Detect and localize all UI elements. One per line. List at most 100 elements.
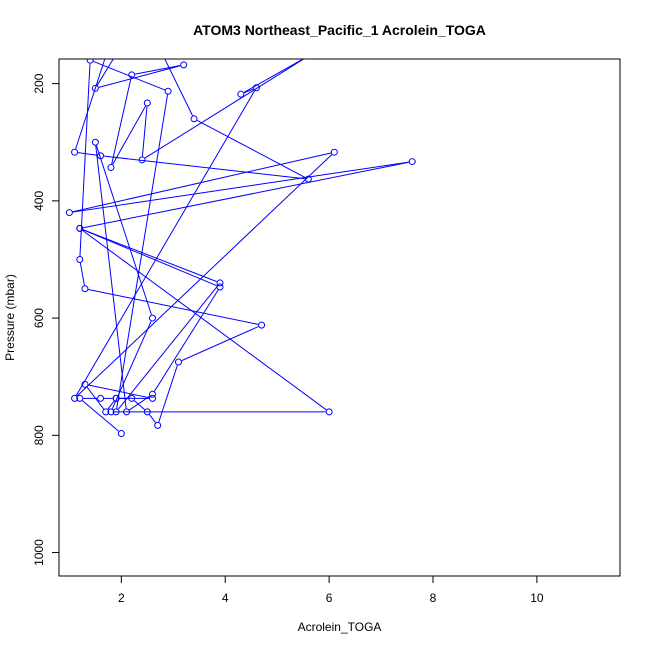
series-segment [82, 230, 327, 411]
data-point [190, 115, 198, 123]
data-point [325, 408, 333, 416]
y-tick-label: 600 [32, 308, 46, 328]
series-segment [135, 65, 181, 75]
data-point [107, 408, 115, 416]
data-point [112, 408, 120, 416]
series-segment [76, 154, 333, 397]
series-segment [82, 229, 217, 283]
data-point [149, 394, 156, 402]
series-segment [243, 88, 254, 94]
series-segment [141, 106, 148, 157]
data-point [216, 283, 224, 291]
data-point [65, 209, 73, 217]
data-point [149, 390, 156, 398]
data-point [103, 59, 108, 60]
series-segment [103, 155, 305, 180]
data-point [149, 314, 156, 322]
series-segment [116, 94, 169, 409]
data-point [71, 394, 79, 402]
data-point [76, 394, 84, 402]
plot-frame [58, 58, 621, 577]
x-axis-label: Acrolein_TOGA [298, 620, 382, 634]
series-segment [119, 36, 149, 53]
data-point [143, 408, 151, 416]
series-segment [181, 326, 259, 362]
data-point [408, 158, 416, 166]
data-point [252, 84, 260, 92]
data-point [71, 148, 79, 156]
series-segment [88, 384, 150, 399]
y-tick-label: 400 [32, 191, 46, 211]
series-segment [95, 145, 127, 409]
data-point [76, 255, 84, 263]
y-tick-label: 200 [32, 73, 46, 93]
data-point [180, 61, 188, 69]
series-segment [196, 119, 306, 178]
x-tick-label: 4 [222, 591, 229, 605]
series-segment [75, 59, 106, 150]
data-point [143, 99, 151, 107]
series-segment [75, 90, 256, 396]
y-tick-label: 800 [32, 425, 46, 445]
series-segment [134, 400, 145, 410]
data-point [107, 163, 115, 171]
data-point [97, 394, 105, 402]
series-segment [153, 289, 219, 392]
x-axis: 2 4 6 8 10 [118, 576, 544, 605]
y-axis-label: Pressure (mbar) [3, 274, 17, 361]
series-segment [83, 161, 409, 229]
series-segment [79, 262, 85, 286]
y-axis: 200 400 600 800 1000 [32, 73, 59, 566]
data-point [258, 321, 266, 329]
data-point [174, 358, 182, 366]
data-point [306, 59, 311, 60]
data-point [216, 279, 224, 287]
x-tick-label: 10 [530, 591, 544, 605]
data-point [128, 394, 136, 402]
data-point [86, 59, 94, 64]
series-segment [88, 288, 259, 325]
series-segment [96, 59, 114, 86]
data-point [138, 156, 146, 164]
series-segment [72, 152, 332, 213]
series-segment [144, 59, 305, 159]
data-point [102, 408, 110, 416]
data-point [164, 87, 172, 95]
chart-title: ATOM3 Northeast_Pacific_1 Acrolein_TOGA [193, 22, 486, 38]
series-segment [77, 152, 98, 156]
data-point [112, 394, 120, 402]
series-segment [111, 321, 152, 409]
y-tick-label: 1000 [32, 539, 46, 566]
data-point [81, 285, 89, 293]
data-point [81, 380, 89, 388]
series-segment [72, 161, 409, 213]
series-segment [243, 59, 305, 93]
series-segment [149, 414, 156, 423]
data-point [304, 175, 312, 183]
data-point [330, 148, 338, 156]
data-point [123, 408, 131, 416]
x-tick-label: 2 [118, 591, 125, 605]
data-point [237, 90, 245, 98]
series-layer [65, 31, 416, 438]
series-segment [129, 395, 150, 411]
series-segment [117, 285, 219, 410]
series-segment [112, 105, 147, 165]
series-segment [95, 145, 152, 315]
series-segment [82, 229, 217, 287]
data-point [91, 138, 99, 146]
series-segment [107, 400, 115, 410]
data-point [128, 71, 136, 79]
data-point [113, 51, 119, 57]
data-point [97, 152, 105, 160]
x-tick-label: 8 [430, 591, 437, 605]
data-point [150, 31, 156, 37]
series-segment [79, 63, 91, 257]
x-tick-label: 6 [326, 591, 333, 605]
data-point [91, 84, 99, 92]
data-point [154, 421, 162, 429]
series-segment [158, 365, 178, 423]
series-segment [86, 386, 105, 410]
data-point [117, 430, 125, 438]
